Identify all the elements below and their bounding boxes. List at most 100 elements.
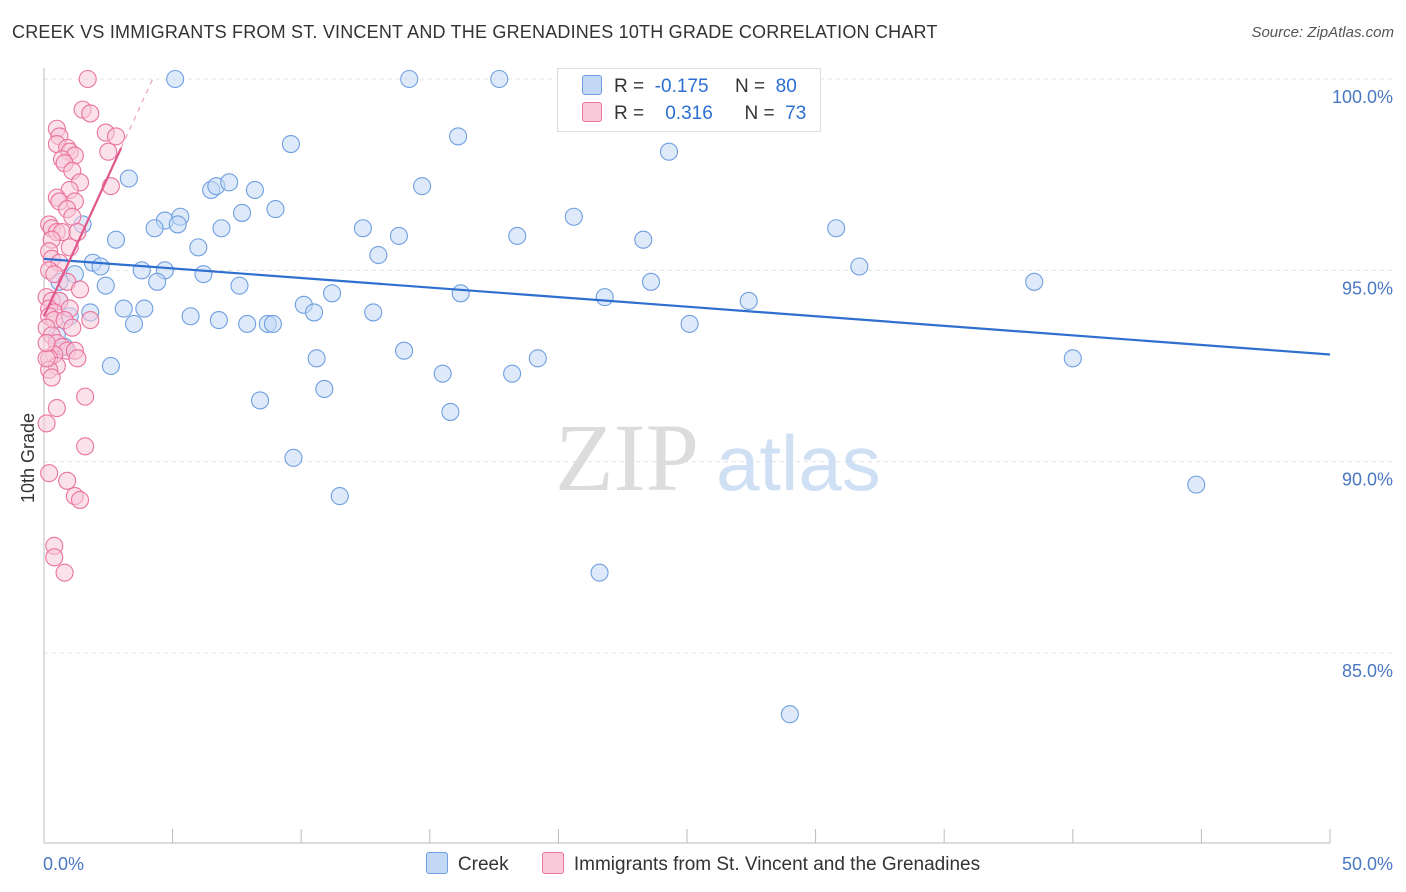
creek-point <box>451 284 470 303</box>
svg-immigrant-point <box>42 368 61 387</box>
creek-point <box>96 276 115 295</box>
svg-immigrant-point <box>99 142 118 161</box>
svg-immigrant-point <box>63 207 82 226</box>
stats-n-label-creek: N = <box>734 76 766 97</box>
creek-point <box>850 257 869 276</box>
creek-point <box>305 303 324 322</box>
svg-immigrant-point <box>70 490 90 509</box>
legend-label-svg: Immigrants from St. Vincent and the Gren… <box>573 854 981 875</box>
creek-point <box>413 177 432 196</box>
creek-point <box>284 448 303 467</box>
svg-immigrant-point <box>106 127 126 146</box>
bottom-legend: Creek Immigrants from St. Vincent and th… <box>0 852 1406 876</box>
svg-immigrant-point <box>37 349 56 368</box>
stats-r-label-creek: R = <box>614 76 645 97</box>
creek-point <box>194 265 213 284</box>
legend-swatch-creek <box>425 852 448 874</box>
creek-point <box>148 272 167 291</box>
creek-point <box>590 563 609 582</box>
creek-point <box>528 349 547 368</box>
creek-point <box>1187 475 1206 494</box>
x-tick-label: 0.0% <box>43 854 84 874</box>
creek-point <box>209 311 228 330</box>
y-tick-label: 85.0% <box>1342 661 1393 681</box>
creek-point <box>364 303 383 322</box>
creek-point <box>595 288 614 307</box>
creek-point <box>449 127 468 146</box>
creek-point <box>503 364 522 383</box>
creek-point <box>1025 272 1044 291</box>
stats-n-value-creek: 80 <box>775 76 797 97</box>
creek-point <box>433 364 452 383</box>
tick-labels: 85.0% 90.0% 95.0% 100.0% 0.0% 50.0% <box>43 87 1393 874</box>
svg-immigrant-point <box>37 333 56 353</box>
creek-point <box>189 238 208 257</box>
creek-point <box>250 391 270 410</box>
creek-point <box>220 173 239 192</box>
creek-point <box>230 276 249 295</box>
creek-point <box>369 245 388 265</box>
creek-point <box>266 200 285 219</box>
creek-point <box>490 69 509 89</box>
creek-points <box>47 69 1206 724</box>
y-tick-label: 90.0% <box>1342 470 1393 490</box>
legend-item-svg: Immigrants from St. Vincent and the Gren… <box>541 852 981 876</box>
stats-r-label-svg: R = <box>614 103 645 124</box>
creek-point <box>132 261 151 280</box>
svg-immigrant-point <box>37 414 56 433</box>
creek-point <box>641 272 661 291</box>
svg-immigrant-points <box>37 69 126 582</box>
creek-point <box>166 69 185 89</box>
axes <box>43 68 1331 844</box>
creek-point <box>101 356 120 376</box>
svg-immigrant-point <box>101 177 120 196</box>
grid-lines <box>44 78 1392 654</box>
creek-point <box>400 69 419 89</box>
creek-point <box>91 257 110 276</box>
legend-label-creek: Creek <box>457 854 509 875</box>
svg-immigrant-point <box>76 387 95 406</box>
creek-point <box>114 299 133 318</box>
y-tick-label: 100.0% <box>1332 87 1393 107</box>
creek-point <box>323 284 342 303</box>
stats-row-creek: R = -0.175 N = 80 <box>582 75 797 101</box>
creek-point <box>441 402 460 421</box>
source-label: Source: ZipAtlas.com <box>1251 24 1394 41</box>
creek-point <box>168 215 187 234</box>
creek-point <box>181 307 200 326</box>
svg-immigrant-point <box>68 349 87 368</box>
svg-immigrant-point <box>45 548 64 567</box>
creek-point <box>315 379 334 399</box>
svg-immigrant-point <box>40 464 59 483</box>
creek-point <box>389 226 408 245</box>
svg-immigrant-point <box>47 399 66 418</box>
creek-trend-line <box>43 257 1331 356</box>
svg-immigrant-point <box>63 318 82 337</box>
stats-swatch-svg <box>582 102 602 122</box>
svg-immigrant-point <box>55 563 74 582</box>
creek-point <box>634 230 653 249</box>
svg-immigrant-point <box>81 104 100 123</box>
creek-point <box>238 314 257 333</box>
creek-point <box>564 207 583 226</box>
creek-point <box>119 169 138 188</box>
creek-point <box>827 219 846 238</box>
creek-point <box>330 487 349 506</box>
trend-lines <box>43 74 1331 356</box>
creek-point <box>739 291 758 310</box>
svg-immigrant-point <box>78 69 97 89</box>
creek-point <box>212 219 231 238</box>
watermark-zip: ZIP <box>555 404 699 511</box>
creek-point <box>232 203 252 222</box>
svg-immigrant-point <box>81 311 100 330</box>
creek-point <box>106 230 126 249</box>
x-tick-label: 50.0% <box>1342 854 1393 874</box>
svg-immigrant-trend-extension <box>120 74 156 149</box>
svg-immigrant-point <box>76 437 95 456</box>
creek-point <box>508 226 527 245</box>
legend-item-creek: Creek <box>425 852 509 876</box>
legend-swatch-svg <box>541 852 564 874</box>
stats-r-value-svg: 0.316 <box>665 103 713 124</box>
creek-point <box>307 349 326 368</box>
creek-point <box>1063 349 1082 368</box>
